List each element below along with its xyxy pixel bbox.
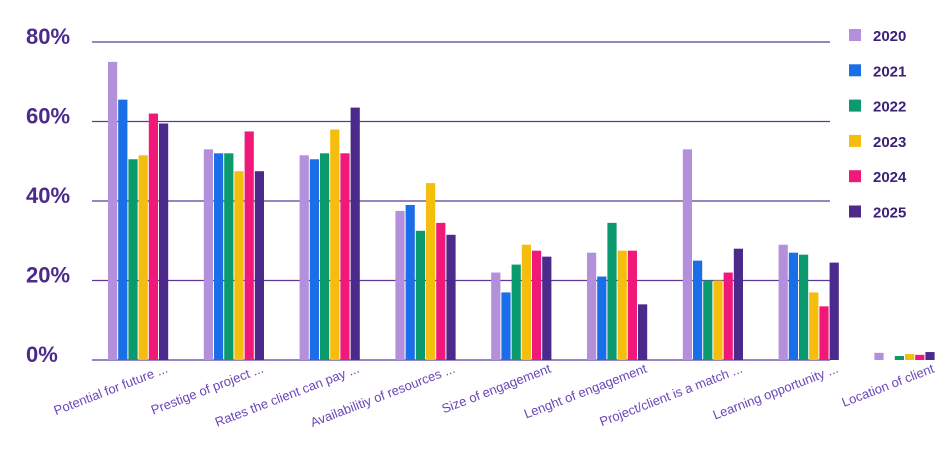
legend-label: 2021 <box>873 63 906 80</box>
legend-swatch <box>849 134 861 147</box>
bar <box>682 149 692 360</box>
bar <box>915 354 925 360</box>
y-axis-ticks: 0% 20% 40% 60% 80% <box>26 24 70 367</box>
bar <box>905 354 915 360</box>
bar <box>713 280 723 360</box>
bar <box>501 292 511 360</box>
bar <box>350 107 360 361</box>
y-tick-label: 0% <box>26 342 58 367</box>
bar <box>607 222 617 360</box>
bar <box>330 129 340 360</box>
legend-swatch <box>849 205 861 218</box>
bar <box>587 252 597 360</box>
legend-label: 2024 <box>873 169 907 186</box>
bar <box>829 262 839 360</box>
bar <box>894 356 904 360</box>
bar <box>320 153 330 360</box>
bar <box>214 153 224 360</box>
bar <box>778 244 788 360</box>
bar <box>108 61 118 360</box>
bar <box>395 210 405 360</box>
bar <box>415 230 425 360</box>
bar <box>138 155 148 360</box>
bar <box>299 155 309 360</box>
bar <box>733 248 743 360</box>
y-tick-label: 40% <box>26 183 70 208</box>
bar <box>340 153 350 360</box>
bar <box>819 306 829 360</box>
bar <box>925 352 935 360</box>
bars <box>108 61 935 361</box>
bar <box>426 183 436 360</box>
bar <box>511 264 521 360</box>
bar <box>521 244 531 360</box>
legend-label: 2020 <box>873 28 906 45</box>
bar <box>723 272 733 360</box>
bar <box>224 153 234 360</box>
bar <box>809 292 819 360</box>
bar <box>638 304 648 360</box>
bar <box>128 159 138 360</box>
bar <box>148 113 158 360</box>
bar <box>203 149 213 360</box>
bar <box>436 222 446 360</box>
y-tick-label: 60% <box>26 104 70 129</box>
bar <box>542 256 552 360</box>
legend: 2020 2021 2022 2023 2024 2025 <box>849 28 907 222</box>
legend-label: 2022 <box>873 99 906 116</box>
bar <box>244 131 254 360</box>
bar <box>309 159 319 360</box>
bar <box>703 280 713 360</box>
bar <box>159 123 169 360</box>
bar <box>874 352 884 360</box>
bar <box>234 171 244 360</box>
bar <box>597 276 607 360</box>
legend-label: 2025 <box>873 205 906 222</box>
legend-swatch <box>849 29 861 41</box>
bar <box>799 254 809 360</box>
bar <box>627 250 637 360</box>
bar <box>788 252 798 360</box>
bar <box>446 234 456 360</box>
legend-swatch <box>849 64 861 77</box>
legend-swatch <box>849 99 861 112</box>
bar <box>254 171 264 360</box>
bar <box>532 250 542 360</box>
bar <box>693 260 703 360</box>
y-tick-label: 80% <box>26 24 70 49</box>
bar <box>405 204 415 360</box>
legend-label: 2023 <box>873 134 906 151</box>
bar <box>118 99 128 360</box>
legend-swatch <box>849 170 861 183</box>
x-axis-ticks: Potential for future ...Prestige of proj… <box>52 361 937 430</box>
bar <box>491 272 501 360</box>
x-tick-label: Location of client <box>840 361 937 410</box>
bar <box>617 250 627 360</box>
y-tick-label: 20% <box>26 263 70 288</box>
